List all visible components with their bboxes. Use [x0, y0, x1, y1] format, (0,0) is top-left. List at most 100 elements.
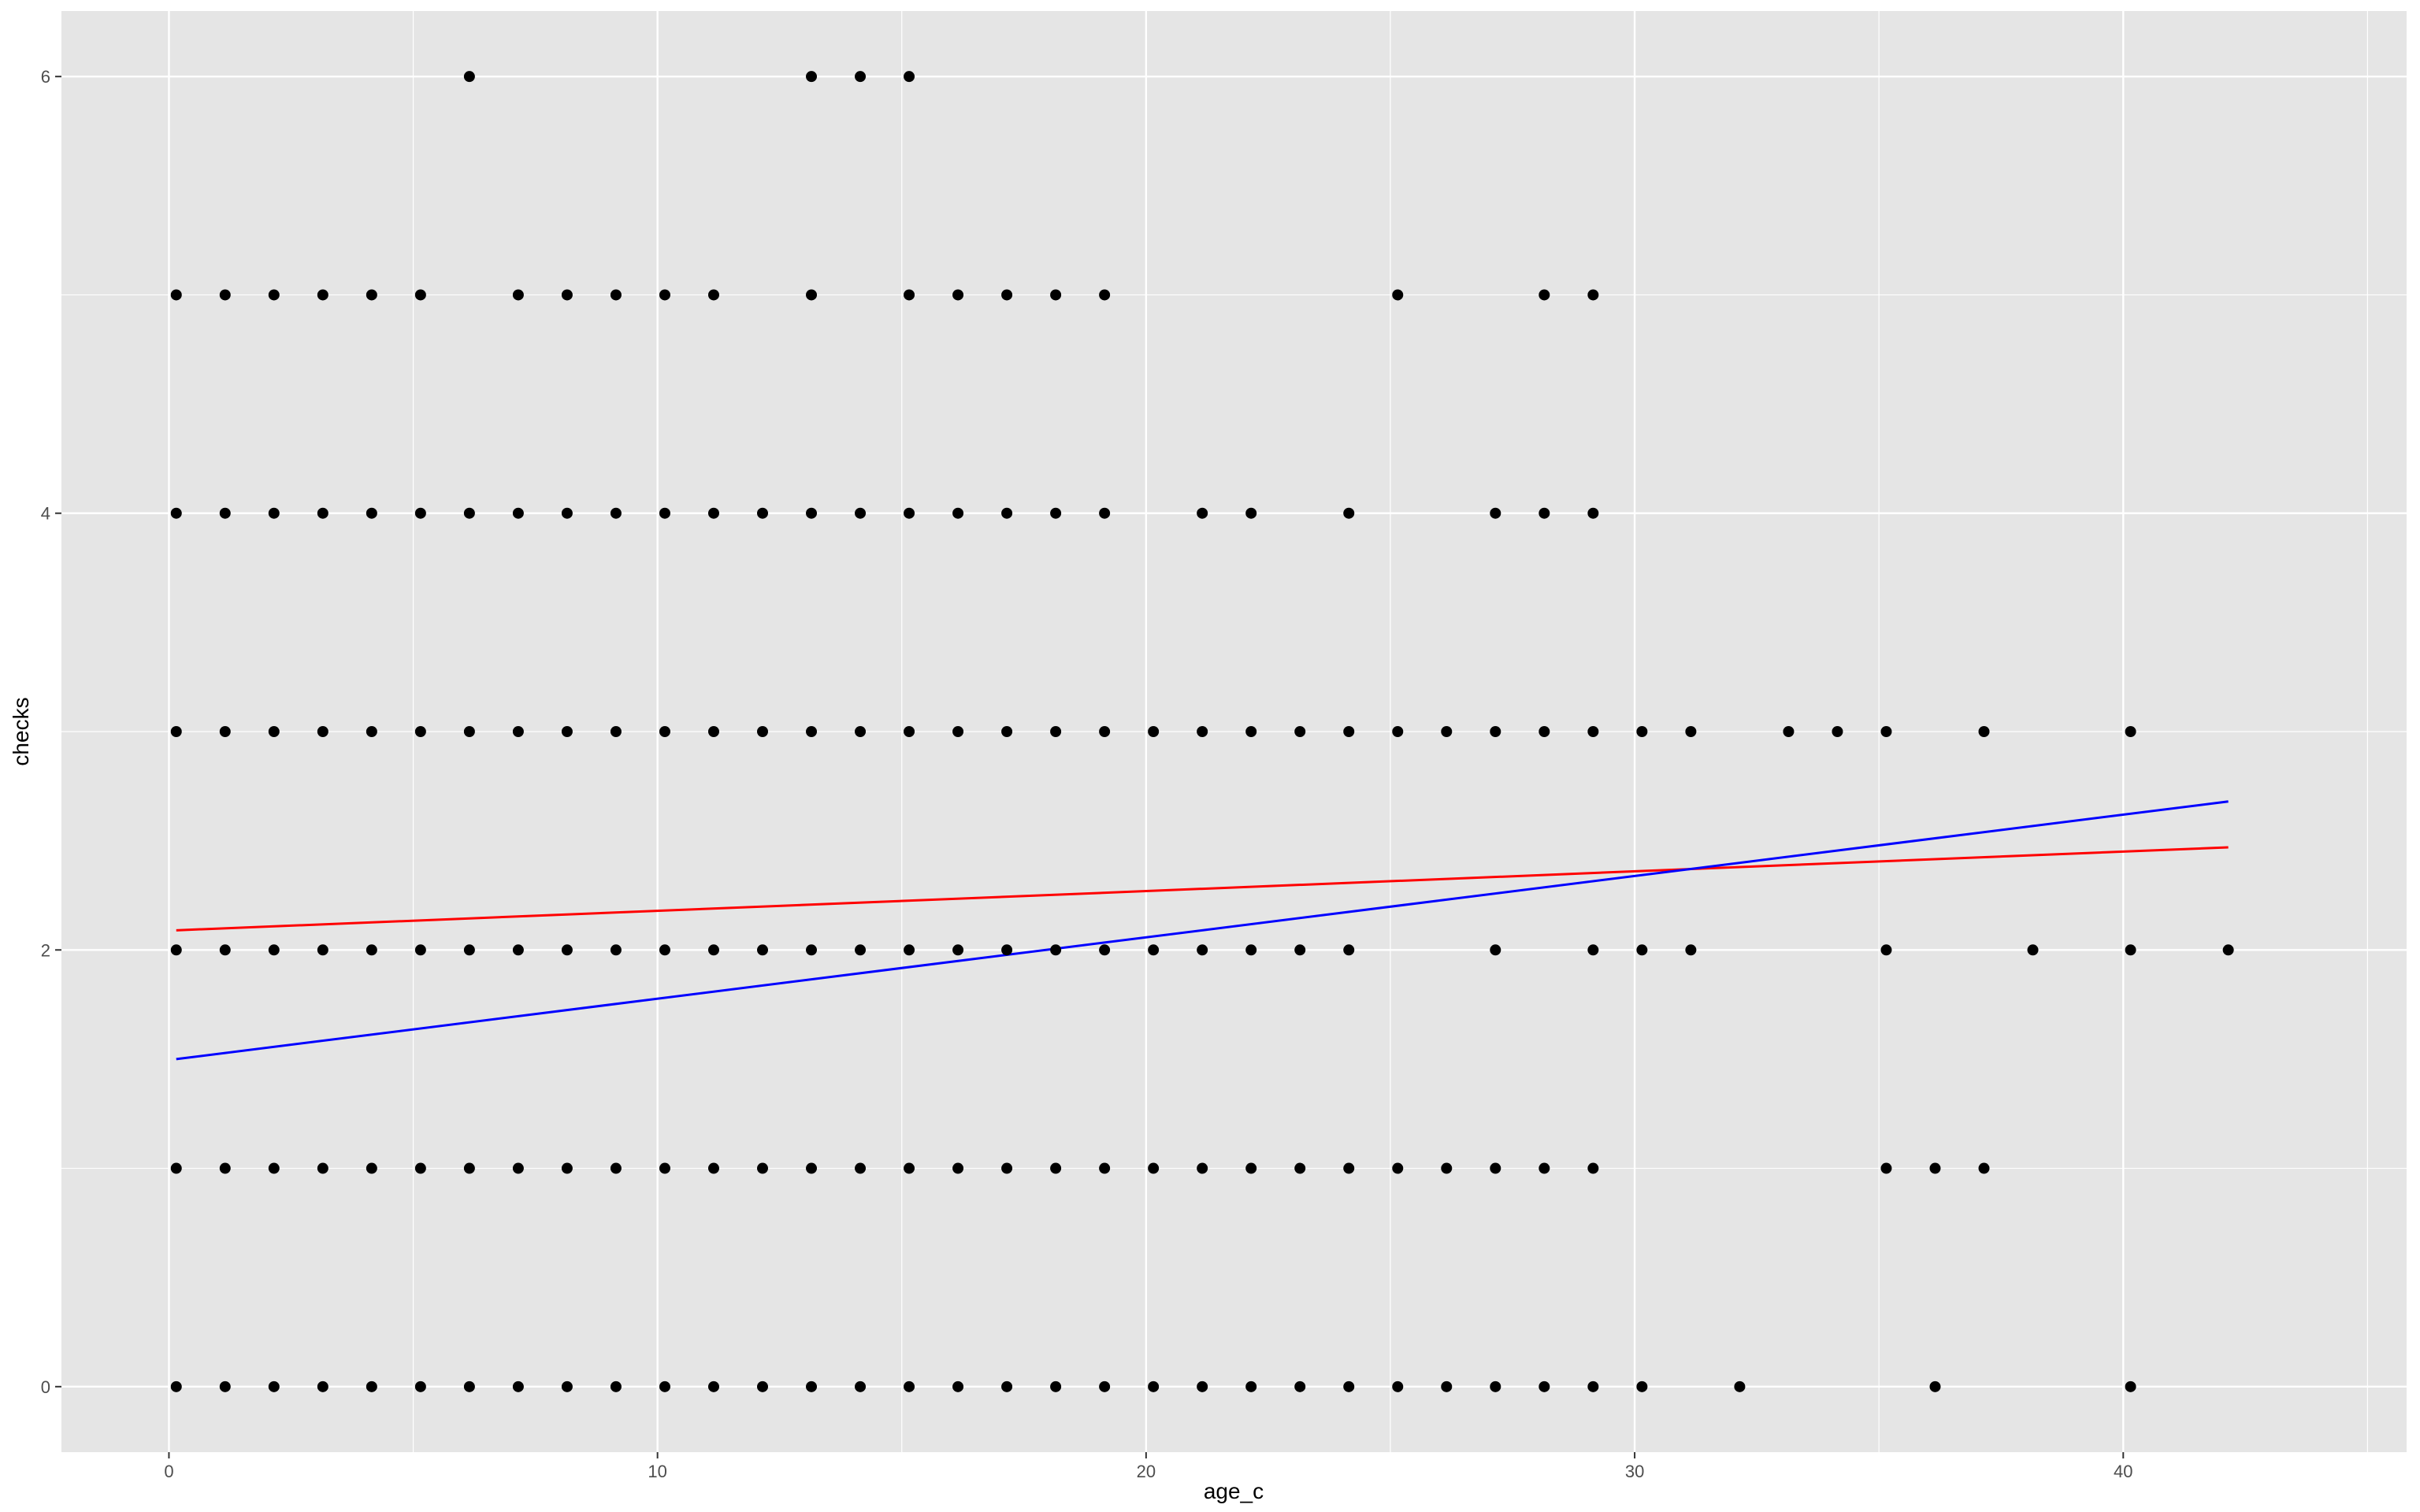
- data-point: [170, 289, 182, 301]
- data-point: [512, 289, 524, 301]
- data-point: [2125, 944, 2136, 956]
- data-point: [1490, 1380, 1501, 1392]
- data-point: [512, 726, 524, 737]
- data-point: [1392, 1380, 1404, 1392]
- data-point: [952, 289, 964, 301]
- data-point: [463, 726, 475, 737]
- data-point: [366, 1380, 377, 1392]
- data-point: [1001, 1380, 1013, 1392]
- data-point: [512, 1162, 524, 1174]
- y-tick-label: 4: [41, 504, 50, 524]
- data-point: [1197, 726, 1208, 737]
- x-tick-label: 40: [2114, 1462, 2132, 1481]
- data-point: [561, 507, 573, 519]
- y-tick-label: 6: [41, 67, 50, 87]
- fit-lines: [176, 800, 2229, 1061]
- data-point: [1343, 726, 1355, 737]
- data-point: [268, 507, 280, 519]
- data-point: [756, 726, 768, 737]
- data-point: [1587, 507, 1599, 519]
- data-point: [1880, 944, 1892, 956]
- data-point: [219, 1380, 231, 1392]
- data-point: [317, 1380, 328, 1392]
- data-point: [414, 1380, 426, 1392]
- data-point: [366, 726, 377, 737]
- data-point: [707, 507, 719, 519]
- y-axis: 0 2 4 6: [41, 67, 61, 1397]
- data-point: [1050, 1162, 1062, 1174]
- data-point: [219, 1162, 231, 1174]
- data-point: [610, 1162, 622, 1174]
- data-point: [268, 289, 280, 301]
- data-point: [707, 944, 719, 956]
- data-point: [1001, 726, 1013, 737]
- data-point: [952, 1162, 964, 1174]
- data-point: [317, 289, 328, 301]
- data-point: [1343, 944, 1355, 956]
- data-point: [806, 726, 818, 737]
- data-point: [219, 944, 231, 956]
- data-point: [317, 944, 328, 956]
- data-point: [463, 1162, 475, 1174]
- data-point: [1245, 944, 1257, 956]
- data-point: [806, 289, 818, 301]
- data-point: [1099, 944, 1111, 956]
- data-point: [512, 944, 524, 956]
- data-point: [1001, 1162, 1013, 1174]
- data-point: [1636, 726, 1648, 737]
- data-point: [1001, 289, 1013, 301]
- data-point: [1343, 1380, 1355, 1392]
- data-point: [1587, 726, 1599, 737]
- data-point: [610, 289, 622, 301]
- data-point: [855, 71, 867, 83]
- data-point: [561, 1162, 573, 1174]
- data-point: [855, 726, 867, 737]
- data-point: [366, 507, 377, 519]
- data-point: [1197, 507, 1208, 519]
- data-point: [1538, 507, 1550, 519]
- data-point: [1685, 944, 1697, 956]
- data-point: [855, 1380, 867, 1392]
- data-point: [1294, 944, 1306, 956]
- data-point: [707, 1380, 719, 1392]
- data-point: [707, 726, 719, 737]
- data-point: [219, 289, 231, 301]
- data-point: [1050, 507, 1062, 519]
- data-point: [610, 507, 622, 519]
- data-point: [1148, 1162, 1160, 1174]
- data-point: [1050, 944, 1062, 956]
- data-point: [1392, 1162, 1404, 1174]
- minor-gridlines: [61, 11, 2407, 1452]
- data-point: [756, 944, 768, 956]
- data-point: [170, 1380, 182, 1392]
- data-point: [1636, 1380, 1648, 1392]
- data-point: [170, 944, 182, 956]
- data-point: [1587, 289, 1599, 301]
- data-point: [1538, 1162, 1550, 1174]
- data-point: [463, 1380, 475, 1392]
- data-point: [1538, 726, 1550, 737]
- data-point: [463, 71, 475, 83]
- data-point: [707, 289, 719, 301]
- data-point: [806, 1162, 818, 1174]
- data-point: [1099, 1162, 1111, 1174]
- data-point: [1343, 507, 1355, 519]
- data-point: [806, 1380, 818, 1392]
- data-point: [659, 1162, 670, 1174]
- data-point: [952, 944, 964, 956]
- data-point: [1392, 726, 1404, 737]
- data-point: [1929, 1162, 1941, 1174]
- data-point: [1685, 726, 1697, 737]
- data-point: [756, 507, 768, 519]
- data-point: [268, 1162, 280, 1174]
- data-point: [414, 944, 426, 956]
- data-point: [1050, 1380, 1062, 1392]
- data-point: [561, 726, 573, 737]
- data-point: [756, 1162, 768, 1174]
- data-point: [317, 726, 328, 737]
- data-point: [366, 289, 377, 301]
- data-point: [855, 507, 867, 519]
- data-point: [904, 71, 915, 83]
- data-point: [610, 726, 622, 737]
